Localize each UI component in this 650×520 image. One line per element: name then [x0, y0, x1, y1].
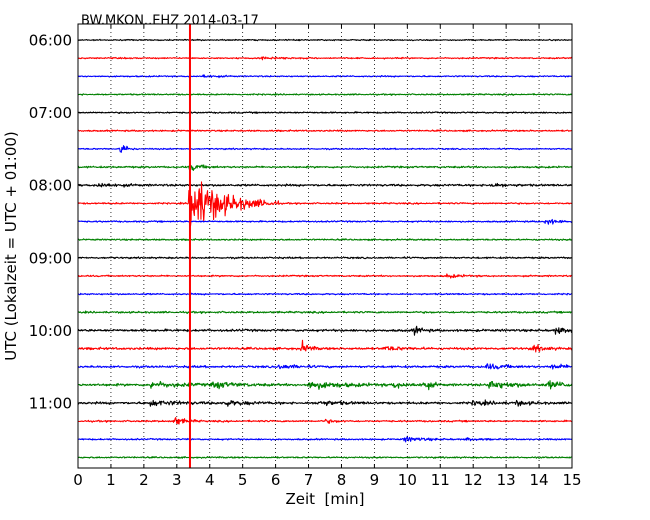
trace-1000	[77, 325, 573, 336]
chart-title: BW.MKON..EHZ 2014-03-17	[81, 14, 259, 29]
trace-0830	[77, 218, 573, 225]
x-tick-label: 6	[271, 471, 281, 489]
trace-0800	[77, 182, 573, 188]
x-tick-label: 5	[238, 471, 248, 489]
x-tick-label: 13	[497, 471, 516, 489]
x-tick-label: 11	[431, 471, 450, 489]
trace-1045	[77, 380, 573, 391]
x-tick-label: 3	[172, 471, 182, 489]
trace-0745	[77, 164, 573, 172]
plot-frame	[77, 23, 573, 469]
trace-1130	[77, 435, 573, 443]
x-tick-label: 0	[73, 471, 83, 489]
x-tick-label: 9	[370, 471, 380, 489]
trace-0715	[77, 129, 573, 133]
x-tick-label: 4	[205, 471, 215, 489]
x-tick-label: 2	[139, 471, 149, 489]
x-tick-label: 15	[562, 471, 581, 489]
trace-0930	[77, 292, 573, 296]
trace-0845	[77, 238, 573, 242]
trace-0700	[77, 111, 573, 115]
y-tick-label: 06:00	[29, 32, 72, 50]
y-tick-label: 10:00	[29, 322, 72, 340]
trace-1015	[77, 339, 573, 353]
trace-0630	[77, 74, 573, 79]
trace-0600	[77, 38, 573, 42]
trace-0730	[77, 145, 573, 153]
trace-0915	[77, 273, 573, 279]
y-axis-ticks: 06:00 07:00 08:00 09:00 10:00 11:00	[29, 32, 572, 413]
x-tick-label: 14	[530, 471, 549, 489]
x-tick-label: 10	[398, 471, 417, 489]
x-tick-label: 12	[464, 471, 483, 489]
trace-0615	[77, 56, 573, 61]
y-tick-label: 09:00	[29, 249, 72, 267]
x-axis-ticks: 0 1 2 3 4 5 6 7 8 9 10 11 12 13 14 15	[73, 24, 582, 489]
trace-0900	[77, 256, 573, 260]
x-tick-label: 7	[304, 471, 314, 489]
trace-0945	[77, 310, 573, 315]
trace-1145	[77, 455, 573, 459]
y-tick-label: 11:00	[29, 395, 72, 413]
traces-layer	[77, 38, 573, 459]
y-tick-label: 07:00	[29, 104, 72, 122]
trace-0815	[77, 181, 573, 227]
y-axis-label: UTC (Lokalzeit = UTC + 01:00)	[2, 131, 20, 361]
trace-0645	[77, 92, 573, 96]
x-axis-label: Zeit [min]	[285, 490, 364, 508]
trace-1100	[77, 399, 573, 407]
x-tick-label: 1	[106, 471, 116, 489]
y-tick-label: 08:00	[29, 177, 72, 195]
x-tick-label: 8	[337, 471, 347, 489]
trace-1115	[77, 417, 573, 425]
trace-1030	[77, 363, 573, 370]
